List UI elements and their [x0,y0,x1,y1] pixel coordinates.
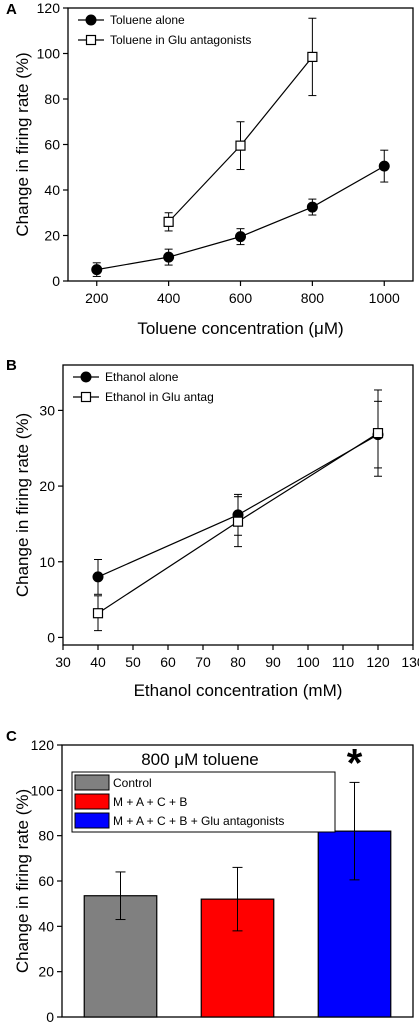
y-tick-label: 0 [47,629,55,645]
y-tick-label: 40 [44,182,60,198]
error-bar [349,781,360,881]
x-axis-title: Toluene concentration (μM) [137,319,343,338]
x-tick-label: 130 [401,654,419,670]
data-point [232,516,244,527]
legend-swatch [74,774,110,791]
legend-label: M + A + C + B [113,795,187,809]
data-point [92,571,104,583]
y-axis: 0 20 40 60 80 100 120 Change in firing rate (%) [13,737,62,1024]
data-point [306,201,318,213]
legend-marker [80,371,92,383]
y-tick-label: 30 [39,402,55,418]
panel-letter: A [6,1,17,18]
x-tick-label: 110 [332,654,355,670]
legend-label: Toluene alone [110,13,185,27]
data-point [372,428,384,439]
y-tick-label: 20 [38,964,54,980]
y-tick-label: 100 [31,782,55,798]
legend-label: Ethanol alone [105,370,179,384]
y-tick-label: 60 [44,137,60,153]
panel-subtitle: 800 μM toluene [141,750,259,769]
panel-b: B 0 10 20 30 Change in firing rate (%) 30 40 50 6… [6,357,419,700]
x-tick-label: 120 [366,654,390,670]
series-line [96,165,385,271]
x-tick-label: 100 [296,654,320,670]
y-tick-label: 120 [31,737,55,753]
legend: Ethanol alone Ethanol in Glu antag [73,370,214,404]
x-tick-label: 50 [125,654,141,670]
data-point [163,216,174,227]
data-point [307,51,318,63]
error-bar [232,866,243,932]
panel-a: A 0 20 40 60 80 100 120 Change in firing rate (%… [6,0,414,338]
legend: Control M + A + C + B M + A + C + B + Glu … [71,771,336,833]
series-2 [163,17,318,232]
y-tick-label: 80 [38,828,54,844]
x-tick-label: 40 [90,654,106,670]
legend-box [71,771,336,833]
data-point [235,140,246,151]
legend-marker [85,34,97,46]
y-tick-label: 60 [38,873,54,889]
y-tick-label: 20 [39,478,55,494]
legend-label: Toluene in Glu antagonists [110,33,251,47]
y-tick-label: 80 [44,91,60,107]
y-axis-title: Change in firing rate (%) [13,789,32,973]
x-axis: 30 40 50 60 70 80 90 100 110 120 130 Ethanol concen… [55,645,419,700]
x-tick-label: 80 [230,654,246,670]
significance-marker: * [347,741,363,785]
y-tick-label: 120 [37,0,61,16]
legend-label: M + A + C + B + Glu antagonists [113,814,284,828]
y-tick-label: 0 [46,1009,54,1024]
panel-letter: B [6,357,17,374]
legend-marker [80,391,92,403]
series-2 [92,389,384,632]
x-tick-label: 600 [229,290,253,306]
legend: Toluene alone Toluene in Glu antagonists [78,13,251,47]
y-axis-title: Change in firing rate (%) [13,413,32,597]
y-axis-title: Change in firing rate (%) [13,52,32,236]
x-tick-label: 60 [160,654,176,670]
panel-c: C 0 20 40 60 80 100 120 Change in firing rate (%… [6,728,414,1024]
data-point [235,231,246,243]
y-tick-label: 40 [38,918,54,934]
y-tick-label: 20 [44,228,60,244]
x-axis: 200 400 600 800 1000 Toluene concentration (μ… [85,281,400,338]
x-tick-label: 90 [265,654,281,670]
legend-swatch [74,812,110,829]
data-point [378,160,390,172]
bars: * [83,741,392,1018]
x-tick-label: 200 [85,290,109,306]
panel-letter: C [6,728,17,745]
y-axis: 0 20 40 60 80 100 120 Change in firing rate (%) [13,0,68,289]
x-tick-label: 70 [195,654,211,670]
error-bar [115,871,126,921]
x-tick-label: 1000 [369,290,400,306]
data-point [92,608,104,619]
legend-marker [85,14,97,26]
y-tick-label: 0 [52,273,60,289]
data-point [163,251,175,263]
y-tick-label: 10 [39,554,55,570]
x-axis-title: Ethanol concentration (mM) [134,681,343,700]
series-1 [91,149,390,277]
x-tick-label: 400 [157,290,181,306]
legend-label: Ethanol in Glu antag [105,390,214,404]
legend-swatch [74,793,110,810]
y-axis: 0 10 20 30 Change in firing rate (%) [13,402,63,645]
data-point [91,264,103,276]
legend-label: Control [113,776,152,790]
x-tick-label: 800 [301,290,325,306]
y-tick-label: 100 [37,46,61,62]
x-tick-label: 30 [55,654,71,670]
